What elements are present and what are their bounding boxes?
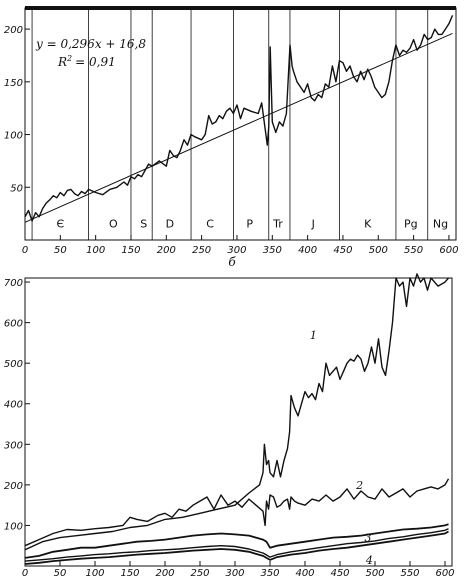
y-tick-label-bottom-4: 500 [4, 359, 23, 370]
x-tick-label-top-1: 50 [54, 245, 67, 256]
series-line-extra [24, 528, 449, 562]
series-line-top [24, 15, 454, 222]
x-tick-label-top-9: 450 [333, 245, 352, 256]
chart-top: 0 50 100 150 200 250 300 350 400 450 500 550 600 50 10… [4, 6, 458, 256]
period-label-1: O [109, 217, 118, 230]
period-label-8: K [364, 217, 372, 230]
x-tick-label-top-11: 550 [404, 245, 423, 256]
x-tick-label-bottom-3: 150 [120, 568, 139, 577]
period-label-6: Tr [272, 217, 283, 230]
period-label-9: Pg [404, 217, 418, 230]
y-tick-label-bottom-1: 200 [4, 481, 23, 492]
y-tick-label-top-1: 100 [4, 131, 23, 142]
x-tick-label-top-5: 250 [192, 245, 211, 256]
x-tick-label-top-3: 150 [121, 245, 140, 256]
series-line-1 [24, 273, 450, 551]
x-tick-label-bottom-5: 250 [190, 568, 209, 577]
x-tick-label-top-8: 400 [298, 245, 317, 256]
x-tick-label-top-7: 350 [263, 245, 282, 256]
x-tick-label-bottom-10: 500 [365, 568, 384, 577]
x-tick-label-bottom-11: 550 [400, 568, 419, 577]
series-label-3: 3 [365, 532, 372, 545]
y-tick-label-top-2: 150 [4, 78, 23, 89]
r-squared-label: R2 = 0,91 [57, 54, 116, 69]
y-tick-label-bottom-5: 600 [4, 319, 23, 330]
x-tick-label-bottom-6: 300 [225, 568, 244, 577]
period-label-10: Ng [433, 217, 448, 230]
series-line-3 [24, 523, 449, 559]
series-label-4: 4 [365, 554, 373, 567]
x-tick-label-top-4: 200 [157, 245, 176, 256]
period-label-7: J [311, 217, 315, 230]
period-label-3: D [166, 217, 174, 230]
r-squared-superscript: 2 [66, 54, 72, 63]
series-line-4 [24, 530, 449, 565]
x-tick-label-bottom-4: 200 [155, 568, 174, 577]
regression-line [24, 32, 453, 223]
x-tick-label-top-10: 500 [369, 245, 388, 256]
series-label-2: 2 [355, 479, 363, 492]
x-tick-label-bottom-9: 450 [330, 568, 349, 577]
period-label-2: S [140, 217, 147, 230]
y-tick-label-top-3: 200 [4, 25, 23, 36]
period-label-4: C [206, 217, 214, 230]
y-tick-label-bottom-3: 400 [4, 400, 23, 411]
x-tick-label-top-2: 100 [86, 245, 105, 256]
x-tick-label-top-12: 600 [439, 245, 458, 256]
x-tick-label-bottom-7: 350 [260, 568, 279, 577]
series-label-1: 1 [310, 329, 317, 342]
x-tick-label-top-0: 0 [22, 245, 28, 256]
x-tick-label-bottom-2: 100 [85, 568, 104, 577]
period-label-5: P [246, 217, 253, 230]
y-tick-label-bottom-2: 300 [4, 440, 23, 451]
x-tick-label-bottom-8: 400 [295, 568, 314, 577]
chart-bottom: 0 50 100 150 200 250 300 350 400 450 500 550 600 100 2… [4, 273, 455, 577]
y-tick-label-bottom-6: 700 [4, 278, 23, 289]
regression-equation: y = 0,296x + 16,8 [35, 37, 146, 51]
r-squared-symbol: R [57, 55, 67, 69]
y-tick-label-top-0: 50 [10, 183, 23, 194]
series-line-2 [24, 478, 450, 547]
x-tick-label-bottom-12: 600 [435, 568, 454, 577]
x-tick-label-top-6: 300 [227, 245, 246, 256]
x-tick-label-bottom-0: 0 [22, 568, 28, 577]
y-tick-label-bottom-0: 100 [4, 521, 23, 532]
panel-label: б [228, 255, 236, 269]
period-label-0: Є [56, 217, 64, 230]
plot-frame-bottom [24, 277, 453, 567]
r-squared-value: = 0,91 [75, 55, 116, 69]
x-tick-label-bottom-1: 50 [54, 568, 67, 577]
